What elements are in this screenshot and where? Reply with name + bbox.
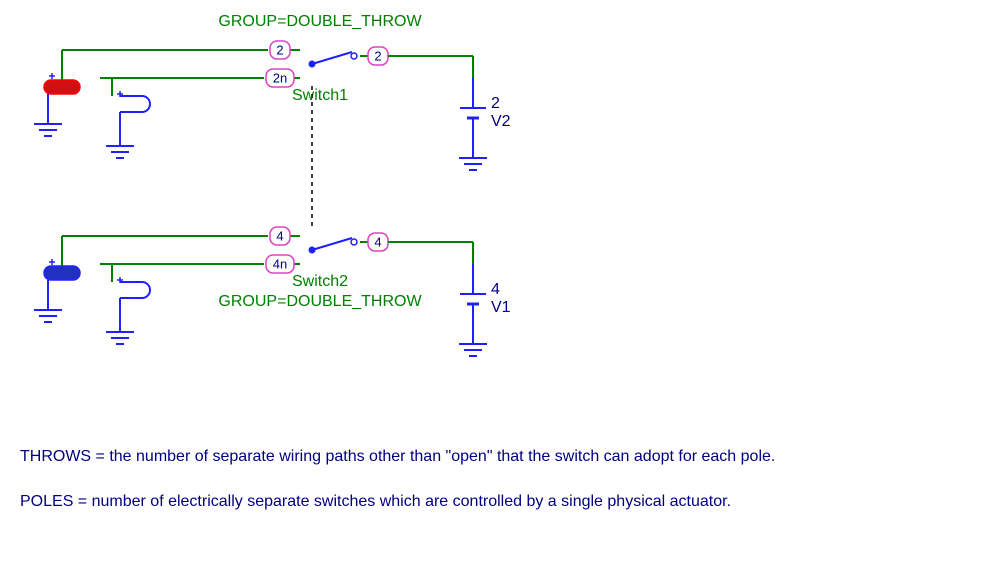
- throws-definition: THROWS = the number of separate wiring p…: [20, 448, 980, 466]
- svg-text:4: 4: [374, 234, 381, 249]
- vsource-value: 2: [491, 95, 500, 112]
- group-label: GROUP=DOUBLE_THROW: [218, 293, 422, 310]
- svg-text:2n: 2n: [273, 70, 287, 85]
- vsource-name: V1: [491, 299, 511, 316]
- vsource-value: 4: [491, 281, 500, 298]
- group-label: GROUP=DOUBLE_THROW: [218, 13, 422, 30]
- switch-name: Switch2: [292, 273, 348, 290]
- poles-definition: POLES = number of electrically separate …: [20, 493, 980, 511]
- svg-text:2: 2: [276, 42, 283, 57]
- vsource-name: V2: [491, 113, 511, 130]
- svg-text:4n: 4n: [273, 256, 287, 271]
- svg-text:4: 4: [276, 228, 283, 243]
- switch-name: Switch1: [292, 87, 348, 104]
- svg-text:2: 2: [374, 48, 381, 63]
